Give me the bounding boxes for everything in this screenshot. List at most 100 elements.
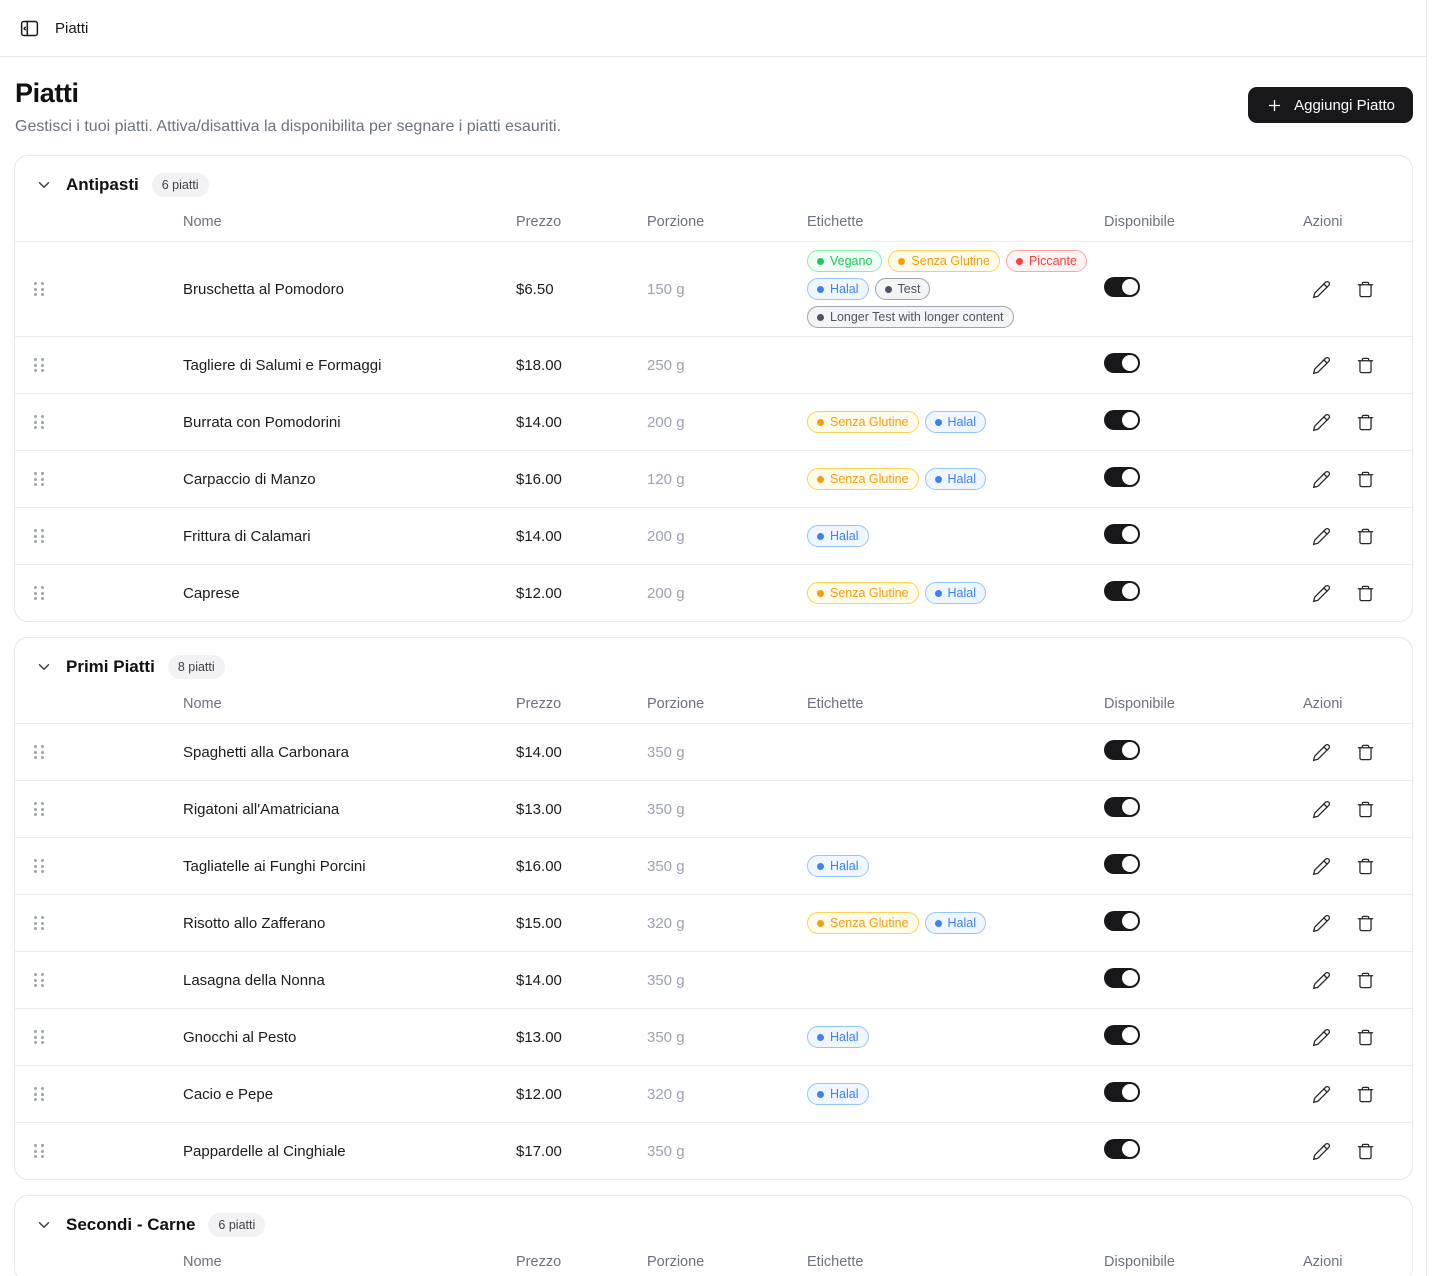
edit-dish-button[interactable] <box>1311 526 1331 546</box>
edit-dish-button[interactable] <box>1311 970 1331 990</box>
edit-dish-button[interactable] <box>1311 583 1331 603</box>
drag-handle-icon[interactable] <box>34 586 48 600</box>
delete-dish-button[interactable] <box>1355 583 1375 603</box>
section-collapse-button[interactable] <box>35 1216 53 1234</box>
drag-handle-icon[interactable] <box>34 1030 48 1044</box>
availability-toggle[interactable] <box>1104 580 1140 601</box>
tag-dot-icon <box>817 418 824 426</box>
edit-pencil-icon <box>1312 743 1331 762</box>
column-header-disponibile: Disponibile <box>1104 214 1175 230</box>
menu-section: Secondi - Carne 6 piatti Nome Prezzo Por… <box>14 1195 1413 1276</box>
edit-dish-button[interactable] <box>1311 856 1331 876</box>
drag-handle-icon[interactable] <box>34 973 48 987</box>
dish-tags: Senza Glutine Halal <box>807 468 1104 490</box>
delete-dish-button[interactable] <box>1355 469 1375 489</box>
availability-toggle[interactable] <box>1104 1024 1140 1045</box>
dish-price: $15.00 <box>516 914 562 932</box>
dish-tags: Senza Glutine Halal <box>807 582 1104 604</box>
availability-toggle[interactable] <box>1104 853 1140 874</box>
drag-handle-icon[interactable] <box>34 472 48 486</box>
tag-dot-icon <box>817 532 824 540</box>
toggle-knob <box>1122 969 1138 986</box>
delete-dish-button[interactable] <box>1355 856 1375 876</box>
delete-dish-button[interactable] <box>1355 1084 1375 1104</box>
delete-dish-button[interactable] <box>1355 1141 1375 1161</box>
tag-dot-icon <box>817 1090 824 1098</box>
delete-dish-button[interactable] <box>1355 1027 1375 1047</box>
delete-dish-button[interactable] <box>1355 412 1375 432</box>
edit-pencil-icon <box>1312 470 1331 489</box>
tag-dot-icon <box>934 589 942 597</box>
add-dish-button-label: Aggiungi Piatto <box>1294 96 1395 114</box>
edit-dish-button[interactable] <box>1311 1027 1331 1047</box>
tag-dot-icon <box>817 1033 824 1041</box>
drag-handle-icon[interactable] <box>34 859 48 873</box>
edit-dish-button[interactable] <box>1311 355 1331 375</box>
delete-dish-button[interactable] <box>1355 355 1375 375</box>
dish-tag: Senza Glutine <box>888 250 1000 272</box>
edit-dish-button[interactable] <box>1311 1141 1331 1161</box>
dish-row: Rigatoni all'Amatriciana $13.00 350 g <box>15 780 1412 837</box>
section-collapse-button[interactable] <box>35 176 53 194</box>
availability-toggle[interactable] <box>1104 523 1140 544</box>
availability-toggle[interactable] <box>1104 1081 1140 1102</box>
edit-dish-button[interactable] <box>1311 279 1331 299</box>
tag-dot-icon <box>817 257 824 265</box>
availability-toggle[interactable] <box>1104 796 1140 817</box>
delete-dish-button[interactable] <box>1355 913 1375 933</box>
tag-label: Halal <box>830 1087 859 1101</box>
sidebar-toggle-button[interactable] <box>16 15 42 41</box>
column-header-azioni: Azioni <box>1303 214 1343 230</box>
drag-handle-icon[interactable] <box>34 1087 48 1101</box>
dish-row: Gnocchi al Pesto $13.00 350 g Halal <box>15 1008 1412 1065</box>
dish-tag: Senza Glutine <box>807 411 919 433</box>
delete-dish-button[interactable] <box>1355 799 1375 819</box>
drag-handle-icon[interactable] <box>34 745 48 759</box>
chevron-down-icon <box>35 176 53 194</box>
drag-handle-icon[interactable] <box>34 1144 48 1158</box>
delete-dish-button[interactable] <box>1355 970 1375 990</box>
availability-toggle[interactable] <box>1104 967 1140 988</box>
availability-toggle[interactable] <box>1104 276 1140 297</box>
edit-dish-button[interactable] <box>1311 1084 1331 1104</box>
dish-name: Burrata con Pomodorini <box>183 413 341 431</box>
delete-dish-button[interactable] <box>1355 742 1375 762</box>
delete-dish-button[interactable] <box>1355 279 1375 299</box>
scrollbar[interactable] <box>1426 0 1433 1276</box>
edit-pencil-icon <box>1312 584 1331 603</box>
dish-price: $18.00 <box>516 356 562 374</box>
edit-dish-button[interactable] <box>1311 913 1331 933</box>
table-column-headers: Nome Prezzo Porzione Etichette Disponibi… <box>15 685 1412 723</box>
availability-toggle[interactable] <box>1104 409 1140 430</box>
drag-handle-icon[interactable] <box>34 415 48 429</box>
availability-toggle[interactable] <box>1104 1138 1140 1159</box>
edit-dish-button[interactable] <box>1311 799 1331 819</box>
delete-trash-icon <box>1356 527 1375 546</box>
delete-dish-button[interactable] <box>1355 526 1375 546</box>
availability-toggle[interactable] <box>1104 466 1140 487</box>
edit-dish-button[interactable] <box>1311 742 1331 762</box>
drag-handle-icon[interactable] <box>34 282 48 296</box>
dish-row: Spaghetti alla Carbonara $14.00 350 g <box>15 723 1412 780</box>
edit-dish-button[interactable] <box>1311 469 1331 489</box>
drag-handle-icon[interactable] <box>34 802 48 816</box>
availability-toggle[interactable] <box>1104 352 1140 373</box>
dish-row: Caprese $12.00 200 g Senza Glutine Halal <box>15 564 1412 621</box>
tag-label: Halal <box>947 472 977 486</box>
section-header: Antipasti 6 piatti <box>15 156 1412 197</box>
section-collapse-button[interactable] <box>35 658 53 676</box>
tag-label: Test <box>897 282 921 296</box>
availability-toggle[interactable] <box>1104 910 1140 931</box>
dish-tags: Senza Glutine Halal <box>807 912 1104 934</box>
availability-toggle[interactable] <box>1104 739 1140 760</box>
column-header-azioni: Azioni <box>1303 1254 1343 1270</box>
column-header-porzione: Porzione <box>647 696 705 712</box>
column-header-disponibile: Disponibile <box>1104 696 1175 712</box>
drag-handle-icon[interactable] <box>34 529 48 543</box>
edit-pencil-icon <box>1312 413 1331 432</box>
edit-dish-button[interactable] <box>1311 412 1331 432</box>
drag-handle-icon[interactable] <box>34 358 48 372</box>
dish-tag: Halal <box>807 1083 869 1105</box>
add-dish-button[interactable]: Aggiungi Piatto <box>1248 87 1413 123</box>
drag-handle-icon[interactable] <box>34 916 48 930</box>
